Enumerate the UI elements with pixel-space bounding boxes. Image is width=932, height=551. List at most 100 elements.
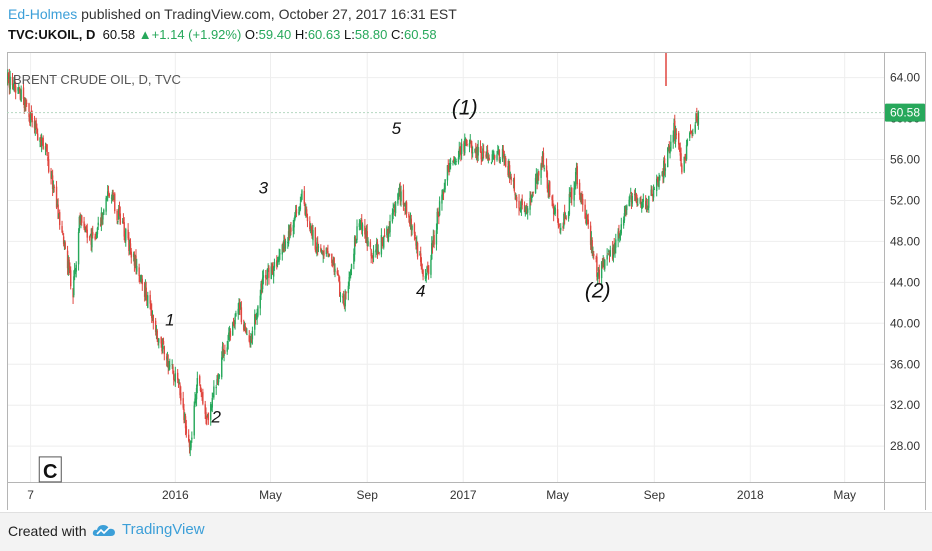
tradingview-brand[interactable]: TradingView (122, 521, 205, 538)
candle-body (102, 212, 104, 220)
candle-body (480, 151, 482, 160)
wave-label: 3 (259, 178, 269, 197)
candle-body (251, 330, 254, 340)
candle-body (486, 149, 489, 158)
candle-body (249, 341, 251, 345)
candle-body (508, 165, 511, 179)
candle-body (620, 224, 622, 234)
chart-svg[interactable]: 28.00 32.00 36.00 40.00 44.00 48.00 52.00 56.00… (6, 52, 926, 511)
candle-body (138, 267, 140, 277)
candle-body (486, 152, 488, 155)
candle-body (579, 194, 582, 201)
candle-body (110, 197, 113, 199)
candle-body (453, 162, 456, 164)
candle-body (62, 233, 64, 235)
ohlc-line: TVC:UKOIL, D 60.58 ▲+1.14 (+1.92%) O:59.… (8, 27, 437, 42)
candle-body (481, 159, 483, 161)
candle-body (29, 117, 31, 123)
candle-body (697, 112, 700, 125)
wave-label: 1 (165, 310, 174, 329)
candle-body (488, 157, 490, 161)
candle-body (309, 221, 311, 230)
candle-body (25, 102, 28, 104)
candle-body (7, 73, 10, 77)
candle-body (190, 441, 192, 448)
candle-body (243, 324, 246, 329)
candle-body (235, 312, 237, 317)
candle-body (199, 384, 202, 391)
candle-body (326, 249, 328, 252)
candle-body (420, 253, 422, 263)
candle-body (569, 196, 571, 198)
candle-body (424, 275, 427, 279)
candle-body (284, 241, 287, 249)
candle-body (185, 425, 188, 434)
time-axis[interactable]: 7 2016 May Sep 2017 May Sep 2018 May (27, 488, 856, 502)
candle-body (618, 230, 620, 237)
candle-body (18, 90, 21, 92)
candle-body (36, 127, 38, 134)
candle-body (375, 242, 378, 251)
candle-body (695, 112, 697, 123)
candle-body (311, 226, 313, 239)
price-tick-label: 36.00 (890, 357, 920, 371)
tradingview-link[interactable]: TradingView (92, 521, 205, 538)
candle-body (514, 192, 516, 196)
candle-body (548, 182, 550, 194)
candle-body (99, 224, 102, 227)
candle-body (14, 86, 17, 93)
candle-body (523, 205, 526, 213)
candle-body (28, 103, 30, 118)
price-chart[interactable]: 28.00 32.00 36.00 40.00 44.00 48.00 52.00 56.00… (6, 52, 926, 511)
candle-body (409, 218, 412, 223)
candle-body (141, 278, 143, 285)
candle-body (534, 177, 537, 194)
candle-body (353, 253, 355, 264)
candle-body (471, 144, 473, 154)
candle-body (405, 202, 408, 214)
candle-body (661, 171, 663, 177)
candle-body (166, 358, 169, 361)
candle-body (635, 193, 637, 197)
candle-body (195, 398, 197, 400)
candle-body (344, 290, 346, 307)
candle-body (25, 103, 27, 106)
candle-body (150, 304, 152, 310)
symbol-label[interactable]: TVC:UKOIL, D (8, 27, 96, 42)
author-link[interactable]: Ed-Holmes (8, 6, 78, 22)
candle-body (22, 87, 25, 99)
candle-body (582, 198, 584, 205)
candle-body (35, 120, 37, 129)
candle-body (547, 189, 549, 192)
price-axis[interactable]: 28.00 32.00 36.00 40.00 44.00 48.00 52.00 56.00… (890, 71, 920, 454)
candle-body (634, 192, 637, 196)
candle-body (78, 216, 81, 231)
candle-body (518, 200, 520, 209)
candle-body (53, 186, 55, 188)
candle-body (465, 139, 468, 144)
candle-body (432, 236, 435, 245)
candle-body (334, 268, 336, 272)
candle-body (23, 97, 26, 109)
candle-body (696, 110, 698, 122)
candle-body (325, 247, 328, 254)
candle-body (589, 225, 592, 245)
candle-body (101, 213, 103, 222)
last-price-tag (885, 103, 925, 122)
candle-body (685, 145, 688, 160)
candle-body (641, 204, 644, 207)
candle-body (372, 250, 375, 258)
candle-body (129, 245, 131, 251)
candle-body (453, 159, 455, 161)
price-change: +1.14 (+1.92%) (151, 27, 242, 42)
candle-body (477, 147, 479, 156)
candle-body (578, 182, 581, 195)
candle-body (96, 227, 99, 235)
candle-body (14, 80, 16, 88)
candle-body (510, 176, 512, 181)
candle-body (603, 261, 605, 268)
candle-body (650, 189, 652, 196)
candle-body (239, 308, 242, 310)
candle-body (212, 395, 214, 397)
candle-body (317, 246, 320, 248)
